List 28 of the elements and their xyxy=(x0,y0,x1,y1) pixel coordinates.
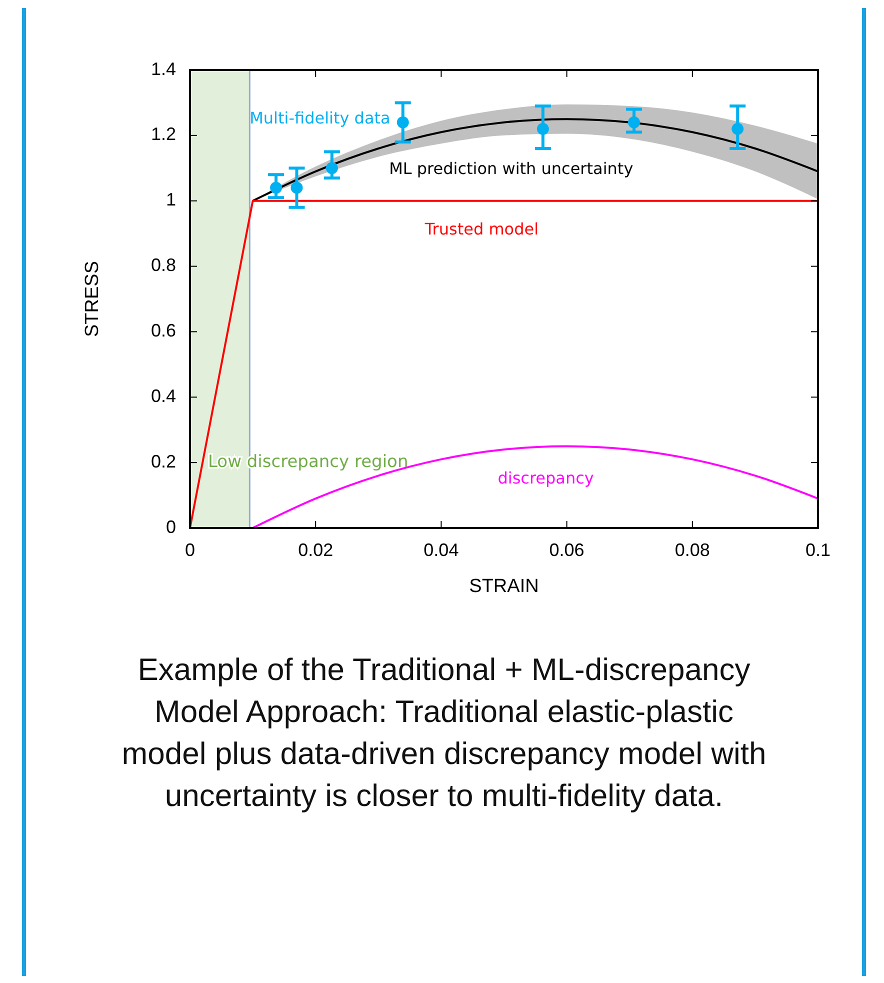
x-tick-label: 0.08 xyxy=(674,540,710,560)
point xyxy=(326,162,338,174)
y-tick-label: 1.4 xyxy=(150,58,176,79)
x-tick-label: 0 xyxy=(184,540,196,560)
point xyxy=(396,116,409,128)
point xyxy=(536,122,549,135)
y-tick-label: 0.2 xyxy=(150,451,176,472)
y-tick-label: 0.6 xyxy=(150,320,176,340)
y-tick-label: 0.8 xyxy=(150,255,176,276)
x-tick-label: 0.04 xyxy=(424,540,459,560)
y-axis-title: STRESS xyxy=(82,260,103,338)
y-tick-label: 0.4 xyxy=(150,386,176,406)
point xyxy=(290,182,303,194)
series-label: Trusted model xyxy=(424,220,539,239)
text: Example of the Traditional + ML-discrepancy Model Approach: Traditional elastic-plastic model plus data-driven discrepancy model with uncertainty is closer to multi-fidelity data. xyxy=(122,652,766,813)
x-tick-label: 0.06 xyxy=(549,540,584,560)
point xyxy=(270,182,282,194)
series-label: Multi-fidelity data xyxy=(250,108,390,128)
y-tick-label: 0 xyxy=(166,516,176,537)
x-tick-label: 0.1 xyxy=(805,540,831,560)
x-axis-title: STRAIN xyxy=(469,576,539,597)
x-tick-label: 0.02 xyxy=(298,540,334,560)
y-tick-label: 1.2 xyxy=(150,124,176,144)
series-label: ML prediction with uncertainty xyxy=(389,159,634,178)
point xyxy=(732,122,744,135)
y-tick-label: 1 xyxy=(166,190,176,210)
point xyxy=(628,116,640,128)
series-label: discrepancy xyxy=(498,468,594,488)
